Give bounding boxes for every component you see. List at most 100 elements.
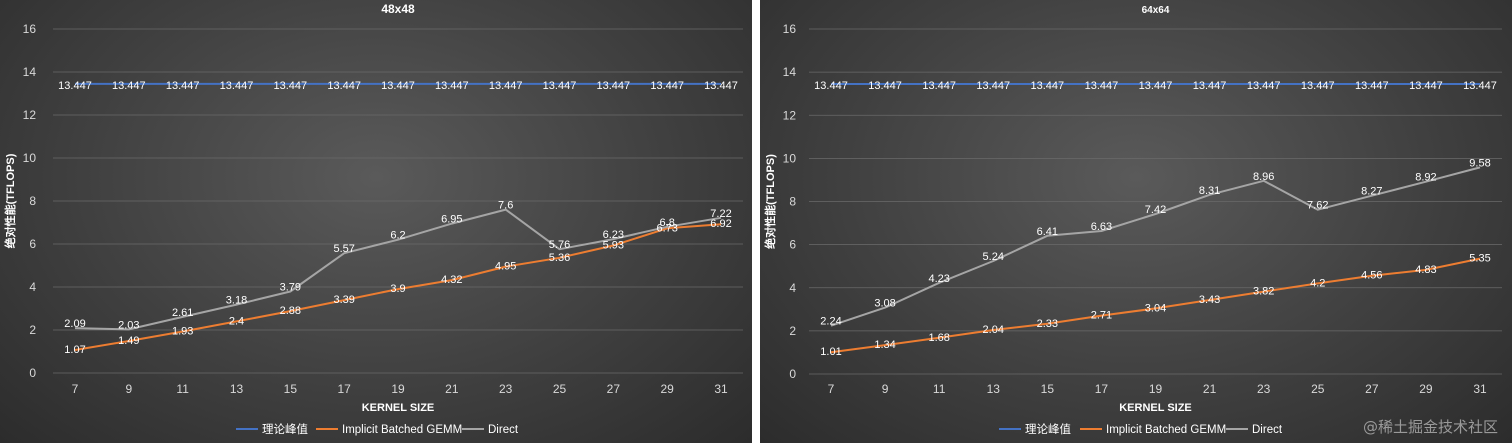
data-label-implicit-batched-gemm: 2.71 [1091,310,1112,322]
series-line-direct [830,166,1481,327]
y-tick-label: 0 [789,367,796,381]
data-label-direct: 7.6 [498,200,513,212]
data-label-theory-peak: 13.447 [489,80,523,92]
data-label-theory-peak: 13.447 [327,80,361,92]
chart-panel-64x64: 64x64 0 2 4 6 8 10 12 14 16 7 9 11 13 15 17 19 21 23 25 27 29… [760,0,1512,443]
data-label-direct: 2.09 [64,318,85,330]
x-tick-label: 29 [660,382,674,396]
x-tick-label: 9 [125,382,132,396]
data-label-direct: 6.2 [390,230,405,242]
data-label-implicit-batched-gemm: 4.32 [441,274,462,286]
data-label-implicit-batched-gemm: 1.93 [172,326,193,338]
data-label-implicit-batched-gemm: 4.2 [1310,277,1325,289]
chart-title: 64x64 [1142,5,1170,16]
x-axis-title: KERNEL SIZE [362,402,435,414]
data-label-implicit-batched-gemm: 1.34 [874,339,895,351]
series-line-implicit-batched-gemm [74,223,722,351]
x-tick-label: 13 [230,382,244,396]
data-label-direct: 3.08 [874,298,895,310]
data-label-theory-peak: 13.447 [1193,80,1227,92]
data-label-direct: 4.23 [928,273,949,285]
data-label-implicit-batched-gemm: 4.83 [1415,264,1436,276]
data-label-implicit-batched-gemm: 1.01 [820,346,841,358]
data-label-direct: 3.79 [280,282,301,294]
data-label-direct: 8.27 [1361,186,1382,198]
data-label-implicit-batched-gemm: 3.82 [1253,286,1274,298]
chart-title: 48x48 [381,2,415,16]
y-tick-label: 16 [783,22,797,36]
x-tick-label: 9 [882,382,889,396]
data-label-theory-peak: 13.447 [58,80,92,92]
chart-panel-48x48: 48x48 0 2 4 6 8 10 12 14 16 7 9 11 13 15 17 19 21 23 25 27 29… [0,0,752,443]
y-tick-label: 4 [789,281,796,295]
data-label-theory-peak: 13.447 [1031,80,1065,92]
data-label-direct: 7.22 [710,208,731,220]
data-label-theory-peak: 13.447 [1409,80,1443,92]
data-label-direct: 2.61 [172,307,193,319]
data-label-direct: 3.18 [226,295,247,307]
data-label-theory-peak: 13.447 [650,80,684,92]
data-label-theory-peak: 13.447 [1463,80,1497,92]
x-tick-label: 31 [714,382,728,396]
legend-label-theory-peak: 理论峰值 [1025,422,1071,436]
y-axis-title: 绝对性能(TFLOPS) [763,154,777,249]
data-label-implicit-batched-gemm: 6.92 [710,218,731,230]
x-tick-label: 11 [176,382,189,396]
x-tick-label: 27 [607,382,621,396]
data-label-direct: 6.41 [1037,226,1058,238]
data-label-theory-peak: 13.447 [166,80,200,92]
y-tick-label: 14 [23,65,37,79]
data-label-direct: 8.31 [1199,185,1220,197]
data-label-implicit-batched-gemm: 5.35 [1469,253,1490,265]
data-label-implicit-batched-gemm: 3.39 [333,294,354,306]
data-label-theory-peak: 13.447 [543,80,577,92]
data-label-implicit-batched-gemm: 4.56 [1361,270,1382,282]
data-label-theory-peak: 13.447 [1355,80,1389,92]
chart-64x64: 64x64 0 2 4 6 8 10 12 14 16 7 9 11 13 15 17 19 21 23 25 27 29… [763,5,1502,436]
x-tick-label: 15 [1041,382,1055,396]
data-label-theory-peak: 13.447 [922,80,956,92]
legend-label-direct: Direct [488,424,519,436]
data-label-implicit-batched-gemm: 5.36 [549,252,570,264]
y-tick-label: 8 [789,195,796,209]
data-label-direct: 6.63 [1091,221,1112,233]
x-tick-label: 25 [1311,382,1325,396]
data-label-implicit-batched-gemm: 1.68 [928,332,949,344]
series-line-direct [74,208,722,331]
data-label-direct: 8.92 [1415,172,1436,184]
data-label-direct: 8.96 [1253,171,1274,183]
x-tick-label: 19 [1149,382,1163,396]
x-tick-label: 17 [337,382,351,396]
data-label-theory-peak: 13.447 [1085,80,1119,92]
x-tick-label: 13 [987,382,1001,396]
data-label-implicit-batched-gemm: 1.07 [64,344,85,356]
x-tick-label: 7 [72,382,79,396]
y-tick-label: 16 [23,22,37,36]
data-label-implicit-batched-gemm: 3.9 [390,283,405,295]
y-axis-title: 绝对性能(TFLOPS) [3,153,17,248]
data-label-implicit-batched-gemm: 4.95 [495,261,516,273]
data-label-theory-peak: 13.447 [1139,80,1173,92]
x-tick-label: 25 [553,382,567,396]
data-label-theory-peak: 13.447 [597,80,631,92]
data-label-direct: 5.57 [333,243,354,255]
y-tick-label: 14 [783,65,797,79]
x-tick-label: 21 [445,382,459,396]
data-label-direct: 6.23 [603,229,624,241]
data-label-theory-peak: 13.447 [976,80,1010,92]
data-label-implicit-batched-gemm: 3.43 [1199,294,1220,306]
y-tick-label: 10 [783,151,797,165]
x-tick-label: 19 [391,382,405,396]
data-label-direct: 9.58 [1469,157,1490,169]
data-label-theory-peak: 13.447 [435,80,469,92]
x-tick-label: 31 [1473,382,1487,396]
data-label-direct: 5.24 [983,251,1004,263]
x-tick-label: 23 [499,382,513,396]
data-label-theory-peak: 13.447 [1301,80,1335,92]
legend-label-theory-peak: 理论峰值 [262,422,308,436]
y-tick-label: 12 [783,108,797,122]
x-tick-label: 21 [1203,382,1217,396]
data-label-theory-peak: 13.447 [868,80,902,92]
y-tick-label: 2 [789,324,796,338]
x-axis-title: KERNEL SIZE [1119,402,1192,414]
